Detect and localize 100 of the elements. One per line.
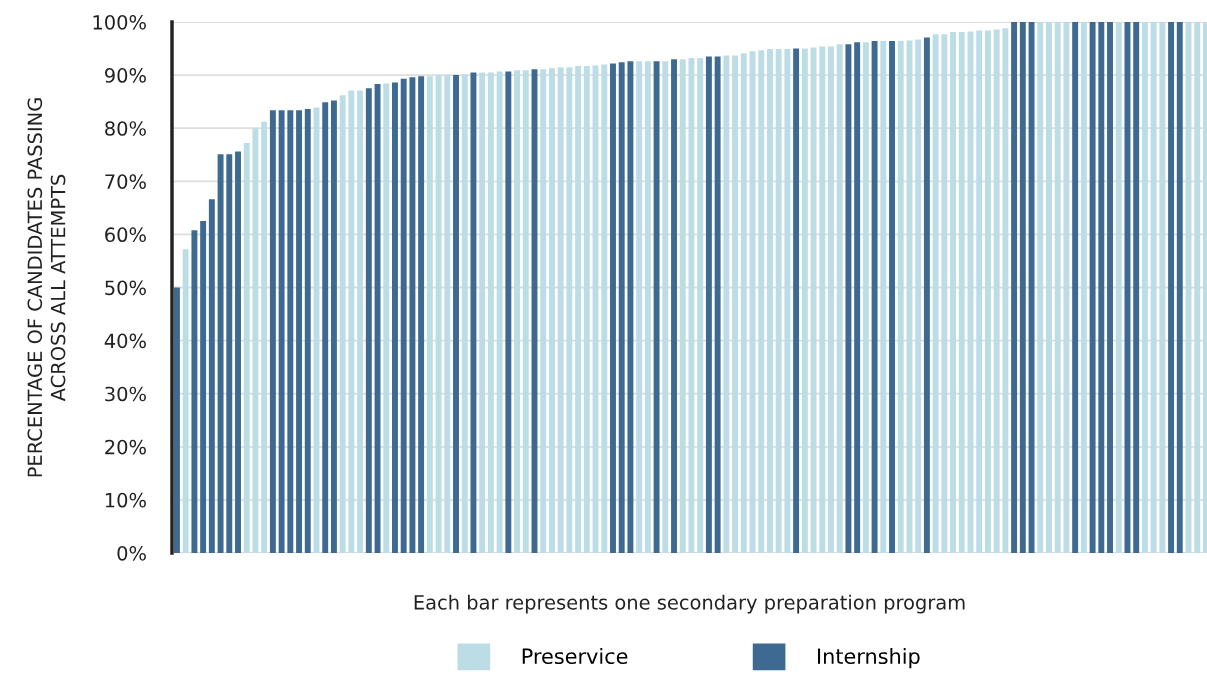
- bar: [400, 78, 407, 553]
- bar: [191, 230, 198, 553]
- bar: [819, 46, 826, 553]
- y-tick-label: 40%: [104, 333, 146, 349]
- bar: [627, 61, 634, 553]
- bar: [487, 72, 494, 553]
- bar: [775, 49, 782, 553]
- bar: [557, 67, 564, 553]
- bar: [269, 110, 276, 553]
- bar: [1098, 22, 1105, 553]
- bar: [208, 199, 215, 553]
- bar: [1002, 28, 1009, 553]
- y-tick-label: 80%: [105, 121, 146, 136]
- bar: [365, 88, 372, 553]
- bar: [1063, 22, 1070, 553]
- y-tick-label: 60%: [105, 227, 146, 243]
- bar: [828, 46, 834, 553]
- bar: [601, 64, 608, 553]
- bar: [470, 72, 477, 553]
- bar: [618, 62, 625, 553]
- bar: [897, 41, 904, 553]
- bar: [679, 59, 686, 553]
- bar: [1019, 22, 1026, 553]
- bar: [1133, 22, 1140, 553]
- bar: [1176, 22, 1183, 553]
- bar: [330, 100, 337, 553]
- bar: [226, 154, 233, 553]
- bar: [592, 65, 599, 553]
- bar: [383, 83, 390, 553]
- bar: [697, 58, 704, 553]
- bar: [1054, 22, 1061, 553]
- bar: [287, 110, 294, 553]
- bar: [810, 47, 817, 553]
- y-tick-label: 100%: [93, 14, 146, 30]
- y-axis-title: PERCENTAGE OF CANDIDATES PASSING ACROSS ALL ATTEMPTS: [27, 98, 66, 477]
- bar: [418, 76, 425, 553]
- bar: [409, 77, 416, 553]
- bar: [1046, 22, 1052, 553]
- bar: [993, 29, 1000, 553]
- bar: [1072, 22, 1079, 553]
- bar: [714, 56, 721, 553]
- bar: [862, 42, 869, 553]
- bar: [566, 67, 573, 553]
- bar: [889, 41, 895, 553]
- bar: [880, 41, 887, 553]
- bar: [217, 154, 224, 553]
- bar: [784, 49, 791, 553]
- bar: [296, 110, 303, 553]
- bar: [348, 90, 355, 553]
- bar: [1037, 22, 1044, 553]
- bar: [1089, 22, 1096, 553]
- bar: [932, 34, 939, 553]
- bar: [1202, 22, 1207, 553]
- bar: [435, 75, 442, 553]
- bar: [1159, 22, 1166, 553]
- bar: [1141, 22, 1148, 553]
- bar: [871, 41, 878, 553]
- bar: [941, 34, 948, 553]
- bar: [548, 68, 555, 553]
- bar: [1168, 22, 1175, 553]
- bar: [976, 30, 983, 553]
- bar: [836, 44, 843, 553]
- bar: [671, 59, 677, 553]
- bar: [461, 74, 468, 553]
- bar: [444, 75, 451, 553]
- legend-label: Internship: [818, 647, 920, 669]
- bar: [278, 110, 285, 553]
- bar: [1115, 22, 1122, 553]
- bar: [636, 61, 643, 553]
- y-tick-label: 30%: [105, 386, 146, 402]
- y-tick-label: 50%: [105, 280, 146, 296]
- bar: [575, 66, 582, 553]
- bar: [1150, 22, 1157, 553]
- bar: [505, 71, 512, 553]
- bar: [182, 249, 189, 553]
- x-axis-title: Each bar represents one secondary preparation program: [414, 594, 965, 614]
- bar: [496, 71, 503, 553]
- bar: [801, 48, 808, 553]
- bar: [854, 42, 861, 553]
- bar: [583, 66, 590, 553]
- bar: [653, 61, 660, 553]
- y-tick-label: 20%: [105, 439, 146, 455]
- bar: [793, 48, 800, 553]
- bar: [1107, 22, 1113, 553]
- bar: [1080, 22, 1087, 553]
- bar: [426, 76, 433, 553]
- bar: [732, 55, 739, 553]
- bar: [200, 221, 207, 553]
- bar: [958, 32, 965, 553]
- bar: [688, 58, 695, 553]
- bar: [453, 75, 459, 553]
- bar: [522, 70, 529, 553]
- y-tick-label: 0%: [117, 545, 146, 561]
- y-tick-label: 90%: [105, 68, 146, 83]
- bar: [723, 55, 730, 553]
- y-tick-label: 70%: [105, 174, 146, 189]
- bar: [514, 70, 521, 553]
- bar: [339, 95, 346, 553]
- bar: [766, 49, 773, 553]
- bar: [758, 50, 765, 553]
